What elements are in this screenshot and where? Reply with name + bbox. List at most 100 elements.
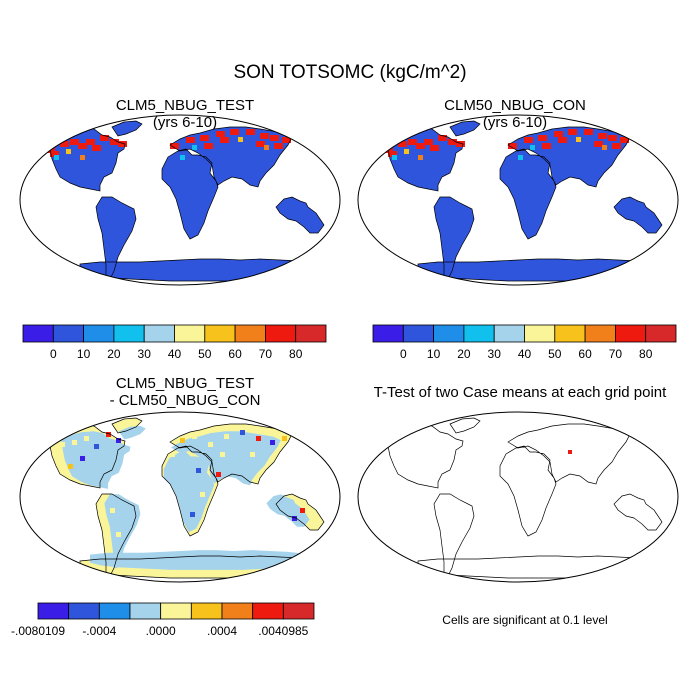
colorbar-label: 30 xyxy=(138,347,152,361)
mixed-cell xyxy=(602,145,607,150)
high-lat-cell xyxy=(398,141,407,147)
high-lat-cell xyxy=(78,143,87,149)
colorbar-swatch xyxy=(524,324,556,343)
colorbar-swatch xyxy=(129,602,162,620)
mixed-cell xyxy=(180,155,185,160)
colorbar-swatch xyxy=(463,324,495,343)
mixed-cell xyxy=(54,155,59,160)
map-border xyxy=(19,114,341,286)
high-lat-cell xyxy=(60,141,69,147)
difference-cell xyxy=(192,434,197,439)
high-lat-cell xyxy=(246,129,255,135)
colorbar-swatch xyxy=(22,324,54,343)
significant-cell xyxy=(568,450,572,454)
difference-cell xyxy=(220,452,225,457)
colorbar-label: .0000 xyxy=(146,624,176,638)
colorbar-swatch xyxy=(584,324,616,343)
difference-cell xyxy=(190,512,195,517)
panel-title-ttest: T-Test of two Case means at each grid po… xyxy=(340,384,700,401)
high-lat-cell xyxy=(256,141,265,147)
mixed-cell xyxy=(518,155,523,160)
high-lat-cell xyxy=(558,137,567,143)
high-lat-cell xyxy=(524,137,533,143)
colorbar-label: 40 xyxy=(518,347,532,361)
high-lat-cell xyxy=(282,137,291,143)
colorbar-label: 10 xyxy=(77,347,91,361)
colorbar-label: 40 xyxy=(168,347,182,361)
map-panel-test xyxy=(19,114,341,286)
panel-title-test: CLM5_NBUG_TEST (yrs 6-10) xyxy=(20,97,350,131)
colorbar-swatch xyxy=(433,324,465,343)
high-lat-cell xyxy=(86,139,95,145)
panel-title-difference: CLM5_NBUG_TEST - CLM50_NBUG_CON xyxy=(20,375,350,409)
colorbar-swatch xyxy=(234,324,266,343)
difference-cell xyxy=(84,436,89,441)
difference-cell xyxy=(292,516,297,521)
colorbar-swatch xyxy=(264,324,297,343)
mixed-cell xyxy=(530,145,535,150)
map-border xyxy=(19,411,341,583)
colorbar-label: 20 xyxy=(107,347,121,361)
colorbar-swatch xyxy=(52,324,84,343)
colorbar-label: .0004 xyxy=(207,624,237,638)
map-panel-ttest xyxy=(357,411,679,583)
difference-cell xyxy=(170,452,175,457)
mixed-cell xyxy=(238,137,243,142)
high-lat-cell xyxy=(92,145,101,151)
mixed-cell xyxy=(264,145,269,150)
difference-cell xyxy=(300,508,305,513)
high-lat-cell xyxy=(220,137,229,143)
high-lat-cell xyxy=(608,135,617,141)
high-lat-cell xyxy=(170,143,179,149)
map-border xyxy=(357,411,679,583)
difference-cell xyxy=(250,452,255,457)
high-lat-cell xyxy=(430,145,439,151)
colorbar-label: 50 xyxy=(198,347,212,361)
high-lat-cell xyxy=(554,131,563,137)
colorbar-label: 70 xyxy=(259,347,273,361)
colorbar-label: 0 xyxy=(50,347,57,361)
panel-title-control: CLM50_NBUG_CON (yrs 6-10) xyxy=(350,97,680,131)
high-lat-cell xyxy=(424,139,433,145)
high-lat-cell xyxy=(50,151,59,157)
mixed-cell xyxy=(66,149,71,154)
mixed-cell xyxy=(418,155,423,160)
difference-cell xyxy=(116,532,121,537)
colorbar-label: 10 xyxy=(427,347,441,361)
high-lat-cell xyxy=(388,151,397,157)
colorbar-swatch xyxy=(204,324,236,343)
high-lat-cell xyxy=(598,133,607,139)
colorbar-label: 0 xyxy=(400,347,407,361)
colorbar-label: 80 xyxy=(289,347,303,361)
panel-title-control-line1: CLM50_NBUG_CON xyxy=(444,97,586,114)
difference-cell xyxy=(196,468,201,473)
colorbar-label: 80 xyxy=(639,347,653,361)
difference-cell xyxy=(94,444,99,449)
difference-cell xyxy=(72,440,77,445)
colorbar-swatch xyxy=(190,602,223,620)
high-lat-cell xyxy=(408,139,417,145)
panel-title-ttest-line1: T-Test of two Case means at each grid po… xyxy=(373,384,667,401)
high-lat-cell xyxy=(538,135,547,141)
high-lat-cell xyxy=(204,143,213,149)
coastlines xyxy=(385,417,673,579)
difference-cells xyxy=(60,430,305,537)
difference-cell xyxy=(256,436,261,441)
high-lat-cell xyxy=(508,143,517,149)
colorbar-label: 60 xyxy=(228,347,242,361)
colorbar-label: 60 xyxy=(578,347,592,361)
colorbar-label: .0040985 xyxy=(258,624,308,638)
colorbar-swatch xyxy=(174,324,206,343)
difference-cell xyxy=(200,492,205,497)
difference-cell xyxy=(80,456,85,461)
high-lat-cell xyxy=(70,139,79,145)
colorbar-swatch xyxy=(372,324,404,343)
colorbar-swatch xyxy=(645,324,677,343)
high-lat-cell xyxy=(230,129,239,135)
mixed-cell xyxy=(576,137,581,142)
panel-title-control-line2: (yrs 6-10) xyxy=(482,114,548,131)
colorbar-swatch xyxy=(68,602,100,620)
high-lat-cell xyxy=(584,129,593,135)
difference-cell xyxy=(216,472,221,477)
panel-title-test-line1: CLM5_NBUG_TEST xyxy=(115,97,255,114)
